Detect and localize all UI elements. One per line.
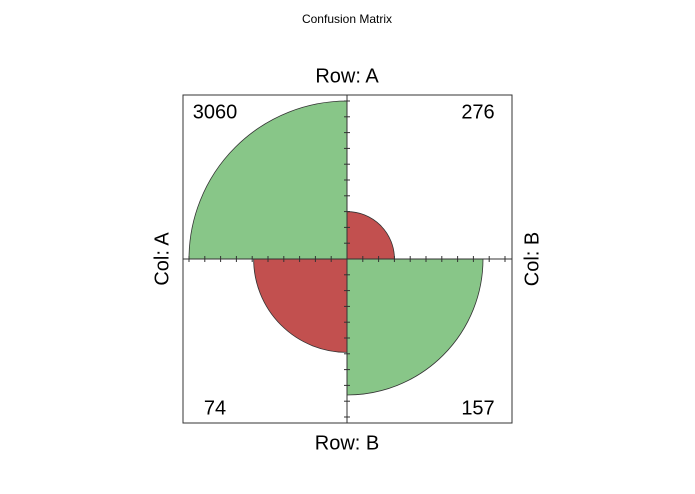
cell-count: 3060 — [193, 101, 238, 123]
wedge — [346, 258, 484, 396]
cell-count: 157 — [461, 397, 494, 419]
col-label: Col: A — [151, 232, 173, 286]
cell-count: 74 — [204, 397, 226, 419]
wedge — [346, 211, 395, 260]
cell-count: 276 — [461, 101, 494, 123]
wedge — [188, 100, 348, 260]
col-label: Col: B — [521, 232, 543, 286]
row-label: Row: B — [315, 432, 379, 454]
chart-title: Confusion Matrix — [302, 12, 392, 26]
axes — [183, 95, 512, 423]
row-label: Row: A — [315, 65, 379, 87]
wedges — [188, 100, 484, 396]
wedge — [253, 258, 348, 353]
